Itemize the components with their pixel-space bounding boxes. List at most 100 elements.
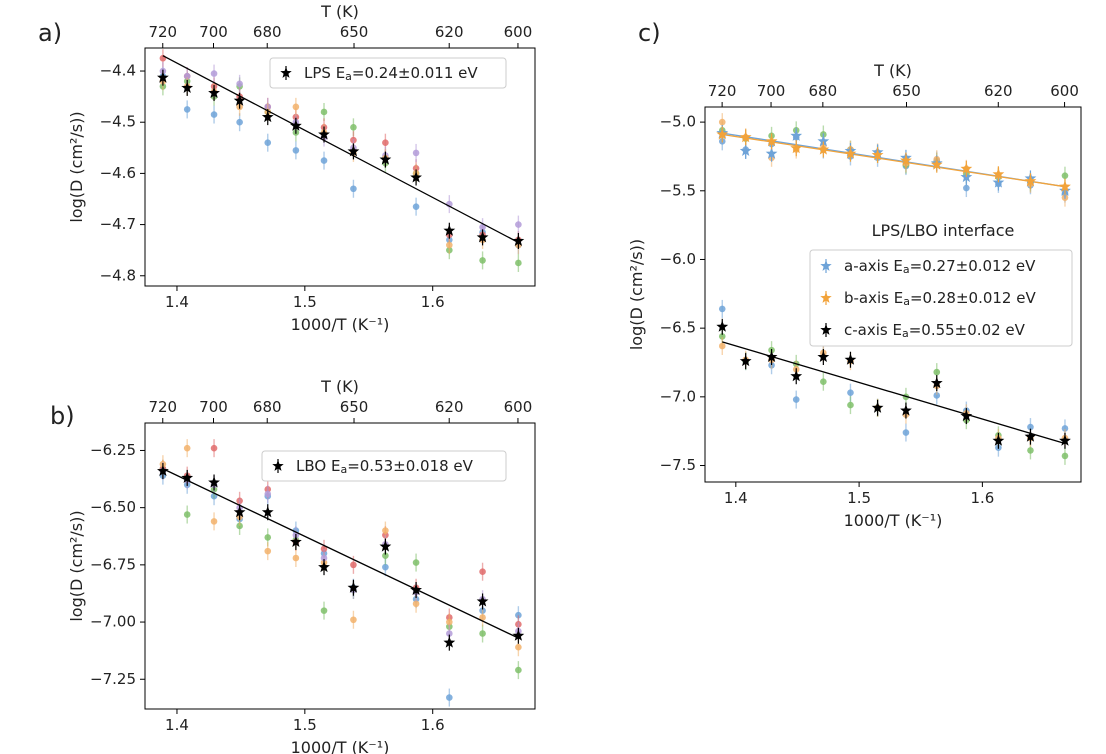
top-tick-label: 620 [435,23,464,41]
top-tick-label: 700 [199,23,228,41]
top-tick-label: 600 [1050,82,1079,100]
x-tick-label: 1.5 [847,489,871,507]
data-point [902,429,910,436]
data-point [412,600,420,608]
legend: a-axis Ea=0.27±0.012 eV b-axis Ea=0.28±0.… [809,249,1073,347]
data-point [382,527,389,534]
top-tick-label: 720 [148,398,177,416]
data-point [847,389,854,397]
data-point [264,534,272,541]
x-tick-label: 1.6 [970,489,994,507]
series-LPS [157,69,525,249]
top-tick-label: 600 [504,398,533,416]
data-point [236,522,243,530]
data-point [412,559,420,566]
data-point [1061,425,1069,432]
data-point [718,305,726,313]
data-point [292,554,300,562]
star-point [347,581,360,593]
legend-entry-a-axis: a-axis Ea=0.27±0.012 eV [844,257,1036,277]
data-point [1027,447,1034,454]
star-point [871,401,884,413]
star-point [871,148,884,161]
star-point [208,476,220,488]
y-tick-label: −4.8 [100,266,136,284]
data-point [515,643,522,651]
legend-frame [269,57,507,89]
top-axis-label: T (K) [873,61,912,80]
star-point [289,535,302,547]
star-point [443,636,456,648]
data-point [446,694,453,701]
star-point [817,350,830,363]
top-tick-label: 620 [435,398,464,416]
top-tick-label: 620 [984,82,1013,100]
star-point [960,409,973,422]
legend-entry-b-axis: b-axis Ea=0.28±0.012 eV [844,289,1036,309]
x-axis-label: 1000/T (K⁻¹) [844,511,943,530]
legend: LPS Ea=0.24±0.011 eV [269,57,507,89]
data-point [236,80,243,88]
axes-frame [144,47,536,287]
data-point [412,203,420,210]
y-tick-label: −5.0 [660,113,696,131]
legend-marker [820,292,832,303]
star-point [900,154,912,166]
data-point [1061,452,1069,460]
star-point [233,506,246,518]
data-point [479,614,486,621]
data-point [933,368,941,376]
data-point [446,241,453,249]
series-c-axis [716,318,1071,449]
top-axis-label: T (K) [320,2,359,21]
y-tick-label: −4.7 [100,215,136,233]
star-point [261,110,274,123]
data-point [210,518,218,525]
y-tick-label: −4.4 [100,62,136,80]
star-point [900,404,912,416]
star-point [157,71,169,83]
star-point [1024,430,1037,442]
top-tick-label: 680 [253,398,282,416]
top-tick-label: 700 [757,82,786,100]
data-point [963,184,970,192]
legend: LBO Ea=0.53±0.018 eV [261,450,507,482]
star-point [765,350,778,363]
y-tick-label: −5.5 [660,181,696,199]
star-point [960,162,973,174]
data-point [183,511,191,518]
y-tick-label: −6.0 [660,250,696,268]
star-point [289,119,302,131]
star-point [410,583,422,596]
y-axis-label: log(D (cm²/s)) [67,111,86,222]
x-tick-label: 1.5 [293,293,317,311]
x-axis-label: 1000/T (K⁻¹) [291,315,390,334]
data-point [479,630,486,637]
top-tick-label: 680 [809,82,838,100]
star-point [930,376,943,389]
fit-line-b-axis [722,133,1066,188]
data-point [515,259,522,267]
data-point [792,396,800,403]
data-point [350,124,357,131]
star-point [716,320,729,332]
star-point [765,147,778,159]
panel-letter: a) [38,19,62,47]
series-LBO [157,463,525,651]
panel-letter: c) [638,19,661,47]
star-point [992,168,1005,180]
data-point [515,611,522,619]
star-point [181,471,194,483]
star-point [157,464,169,477]
panel-0: a) 1.4 1.5 1.6 −4.8 −4.7 −4.6 −4.5 −4.4 720 700 680… [38,2,536,334]
star-point [318,128,330,140]
star-point [739,131,752,143]
legend-title: LPS/LBO interface [872,221,1015,240]
data-point [446,630,453,637]
y-tick-label: −6.75 [90,555,136,573]
x-tick-label: 1.6 [421,293,445,311]
data-point [264,139,272,146]
data-point [264,547,272,555]
star-point [765,135,778,147]
